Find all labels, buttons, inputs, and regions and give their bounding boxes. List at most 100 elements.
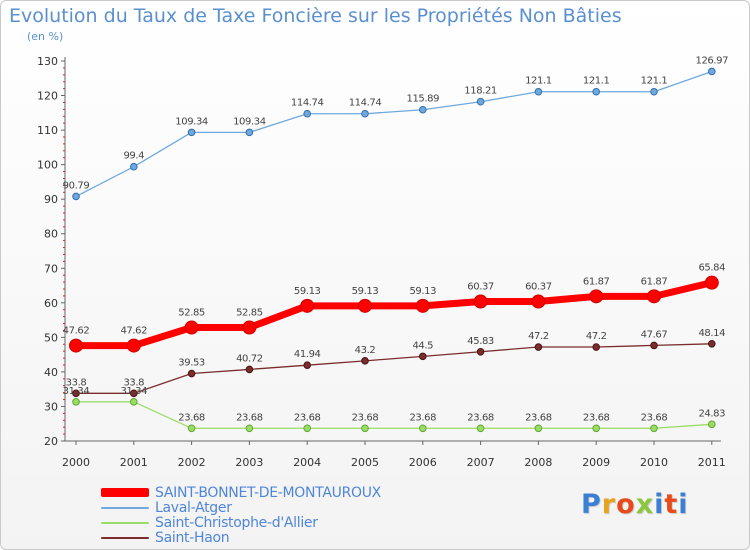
legend-swatch — [101, 521, 149, 524]
x-tick-label: 2009 — [582, 456, 610, 469]
data-point — [589, 289, 604, 304]
data-point — [184, 320, 199, 335]
data-label: 115.89 — [407, 94, 440, 105]
data-point — [476, 347, 485, 356]
series-line — [75, 401, 713, 429]
data-point — [531, 294, 546, 309]
data-point — [245, 128, 254, 137]
data-label: 121.1 — [583, 76, 610, 87]
data-labels: 47.62 47.62 52.85 52.85 59.13 59.13 59.13 60.37… — [63, 55, 729, 423]
y-tick-label: 70 — [44, 262, 58, 275]
data-point — [303, 109, 312, 118]
legend-item-saint-christophe: Saint-Christophe-d'Allier — [101, 514, 381, 531]
chart-title: Evolution du Taux de Taxe Foncière sur l… — [9, 5, 622, 27]
data-point — [130, 389, 138, 398]
data-label: 45.83 — [467, 336, 494, 347]
x-tick-label: 2003 — [235, 456, 263, 469]
data-label: 47.62 — [120, 326, 147, 337]
y-tick-label: 110 — [37, 124, 58, 137]
data-point — [72, 192, 80, 201]
data-point — [534, 87, 543, 96]
chart-subtitle: (en %) — [27, 30, 64, 43]
y-tick-label: 20 — [44, 435, 58, 448]
legend-item-saint-haon: Saint-Haon — [101, 530, 381, 546]
y-tick-label: 60 — [44, 297, 58, 310]
data-point — [303, 424, 312, 433]
x-tick-label: 2007 — [467, 456, 495, 469]
data-point — [126, 338, 141, 353]
data-label: 40.72 — [236, 353, 263, 364]
data-point — [361, 357, 369, 365]
x-tick-label: 2004 — [293, 456, 321, 469]
logo-letter: t — [664, 489, 679, 520]
x-tick-label: 2006 — [409, 456, 437, 469]
data-label: 23.68 — [525, 412, 552, 423]
data-label: 23.68 — [467, 412, 494, 423]
data-label: 47.2 — [586, 331, 607, 342]
x-tick-label: 2000 — [62, 456, 90, 469]
data-label: 47.62 — [63, 326, 90, 337]
legend: SAINT-BONNET-DE-MONTAUROUX Laval-Atger S… — [101, 485, 381, 546]
series-2 — [72, 398, 716, 433]
data-point — [361, 424, 369, 433]
data-point — [69, 338, 83, 353]
data-point — [245, 365, 254, 374]
data-label: 52.85 — [178, 308, 205, 319]
data-label: 23.68 — [409, 412, 436, 423]
data-label: 61.87 — [583, 276, 610, 287]
data-point — [534, 424, 543, 433]
series-line — [75, 343, 713, 394]
y-tick-label: 50 — [44, 331, 58, 344]
logo-letter: i — [654, 489, 665, 520]
data-label: 65.84 — [698, 263, 725, 274]
data-label: 59.13 — [294, 286, 321, 297]
data-label: 23.68 — [583, 412, 610, 423]
logo-letter: i — [678, 489, 689, 520]
data-label: 61.87 — [641, 276, 668, 287]
data-point — [358, 298, 372, 313]
data-point — [187, 128, 196, 137]
data-label: 126.97 — [696, 55, 729, 66]
data-label: 121.1 — [525, 76, 552, 87]
series-1 — [72, 67, 716, 201]
data-point — [242, 320, 257, 335]
x-tick-label: 2002 — [178, 456, 206, 469]
x-tick-label: 2005 — [351, 456, 379, 469]
legend-item-saint-bonnet: SAINT-BONNET-DE-MONTAUROUX — [101, 485, 381, 501]
y-tick-label: 130 — [37, 55, 58, 68]
data-label: 99.4 — [123, 151, 144, 162]
x-tick-label: 2001 — [120, 456, 148, 469]
data-point — [415, 298, 430, 313]
data-label: 39.53 — [178, 358, 205, 369]
x-tick-label: 2008 — [524, 456, 552, 469]
data-point — [245, 424, 254, 433]
data-label: 43.2 — [355, 345, 376, 356]
data-label: 47.67 — [641, 329, 668, 340]
x-tick-label: 2011 — [698, 456, 726, 469]
data-point — [303, 361, 312, 370]
legend-item-laval-atger: Laval-Atger — [101, 499, 381, 516]
series-line — [75, 70, 713, 198]
data-point — [650, 87, 658, 96]
data-label: 118.21 — [464, 86, 497, 97]
data-point — [476, 424, 485, 433]
data-label: 44.5 — [412, 340, 433, 351]
data-label: 121.1 — [641, 76, 668, 87]
y-tick-label: 30 — [44, 400, 58, 413]
data-point — [419, 352, 427, 361]
proxiti-logo: Proxiti — [581, 489, 689, 520]
logo-letter: o — [616, 489, 636, 520]
y-tick-label: 100 — [37, 159, 58, 172]
data-label: 23.68 — [294, 412, 321, 423]
legend-label: Saint-Christophe-d'Allier — [155, 514, 318, 531]
legend-label: Laval-Atger — [155, 499, 232, 516]
series-line — [72, 279, 716, 350]
y-tick-label: 40 — [44, 366, 58, 379]
data-label: 33.8 — [123, 377, 144, 388]
data-point — [187, 424, 196, 433]
data-point — [130, 162, 138, 171]
data-label: 23.68 — [178, 412, 205, 423]
data-point — [592, 424, 601, 433]
data-label: 31.34 — [63, 386, 90, 397]
